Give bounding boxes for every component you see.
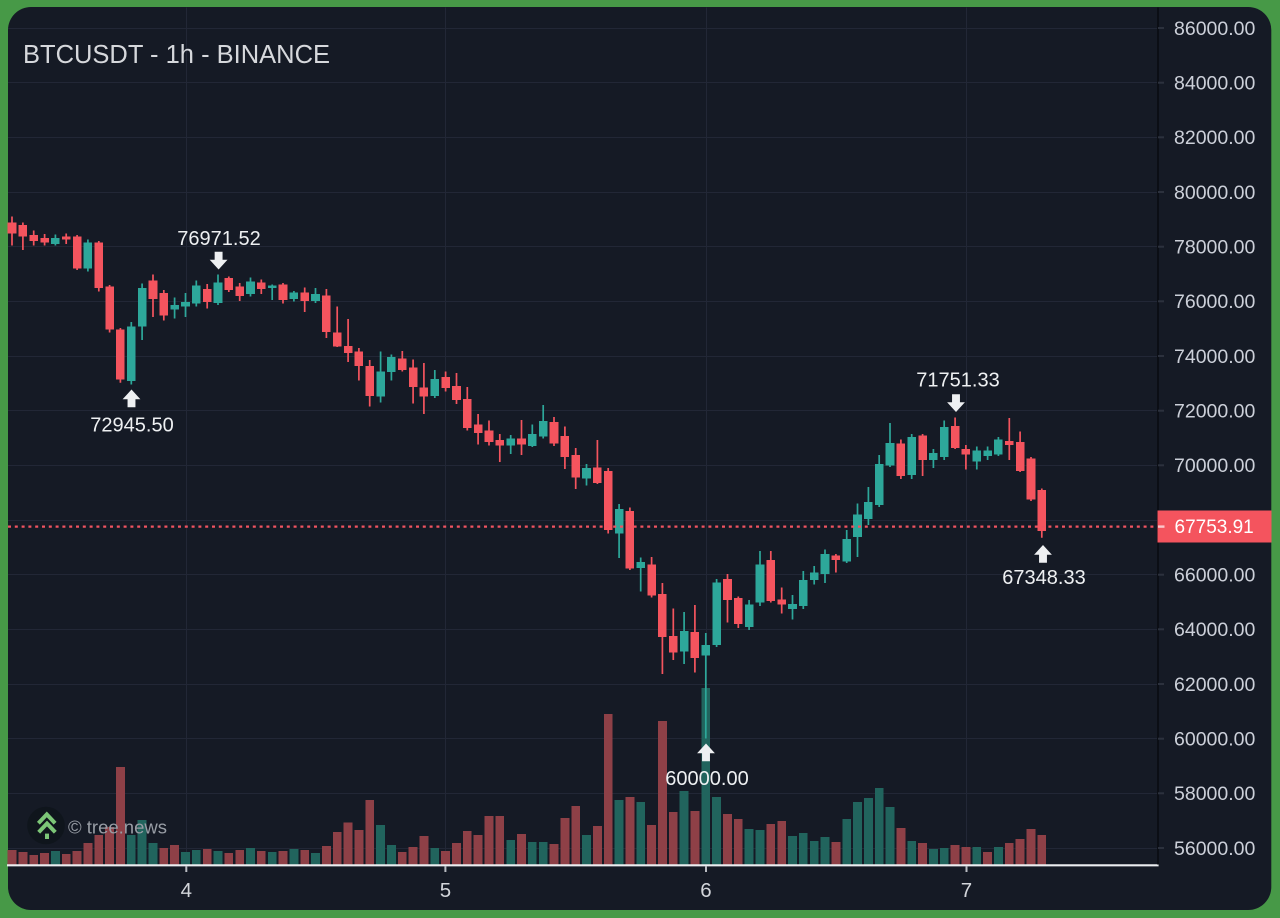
svg-text:4: 4 bbox=[181, 879, 192, 902]
svg-text:72000.00: 72000.00 bbox=[1174, 401, 1255, 423]
svg-text:67753.91: 67753.91 bbox=[1175, 517, 1254, 538]
svg-text:66000.00: 66000.00 bbox=[1174, 565, 1255, 587]
svg-text:58000.00: 58000.00 bbox=[1174, 783, 1255, 805]
svg-text:71751.33: 71751.33 bbox=[916, 370, 999, 392]
svg-text:7: 7 bbox=[961, 879, 972, 902]
svg-text:76000.00: 76000.00 bbox=[1174, 291, 1255, 313]
svg-text:80000.00: 80000.00 bbox=[1174, 182, 1255, 204]
svg-text:78000.00: 78000.00 bbox=[1174, 237, 1255, 259]
svg-text:BTCUSDT - 1h - BINANCE: BTCUSDT - 1h - BINANCE bbox=[23, 41, 330, 69]
svg-text:64000.00: 64000.00 bbox=[1174, 619, 1255, 641]
svg-text:74000.00: 74000.00 bbox=[1174, 346, 1255, 368]
svg-text:6: 6 bbox=[700, 879, 711, 902]
svg-text:56000.00: 56000.00 bbox=[1174, 838, 1255, 860]
svg-text:84000.00: 84000.00 bbox=[1174, 73, 1255, 95]
svg-text:76971.52: 76971.52 bbox=[177, 228, 260, 250]
svg-text:62000.00: 62000.00 bbox=[1174, 674, 1255, 696]
svg-text:86000.00: 86000.00 bbox=[1174, 18, 1255, 40]
svg-text:© tree.news: © tree.news bbox=[68, 817, 167, 838]
svg-text:5: 5 bbox=[440, 879, 451, 902]
svg-text:82000.00: 82000.00 bbox=[1174, 127, 1255, 149]
svg-text:60000.00: 60000.00 bbox=[1174, 729, 1255, 751]
svg-text:72945.50: 72945.50 bbox=[90, 415, 173, 437]
svg-text:67348.33: 67348.33 bbox=[1002, 567, 1085, 589]
svg-text:60000.00: 60000.00 bbox=[665, 768, 748, 790]
svg-text:70000.00: 70000.00 bbox=[1174, 455, 1255, 477]
